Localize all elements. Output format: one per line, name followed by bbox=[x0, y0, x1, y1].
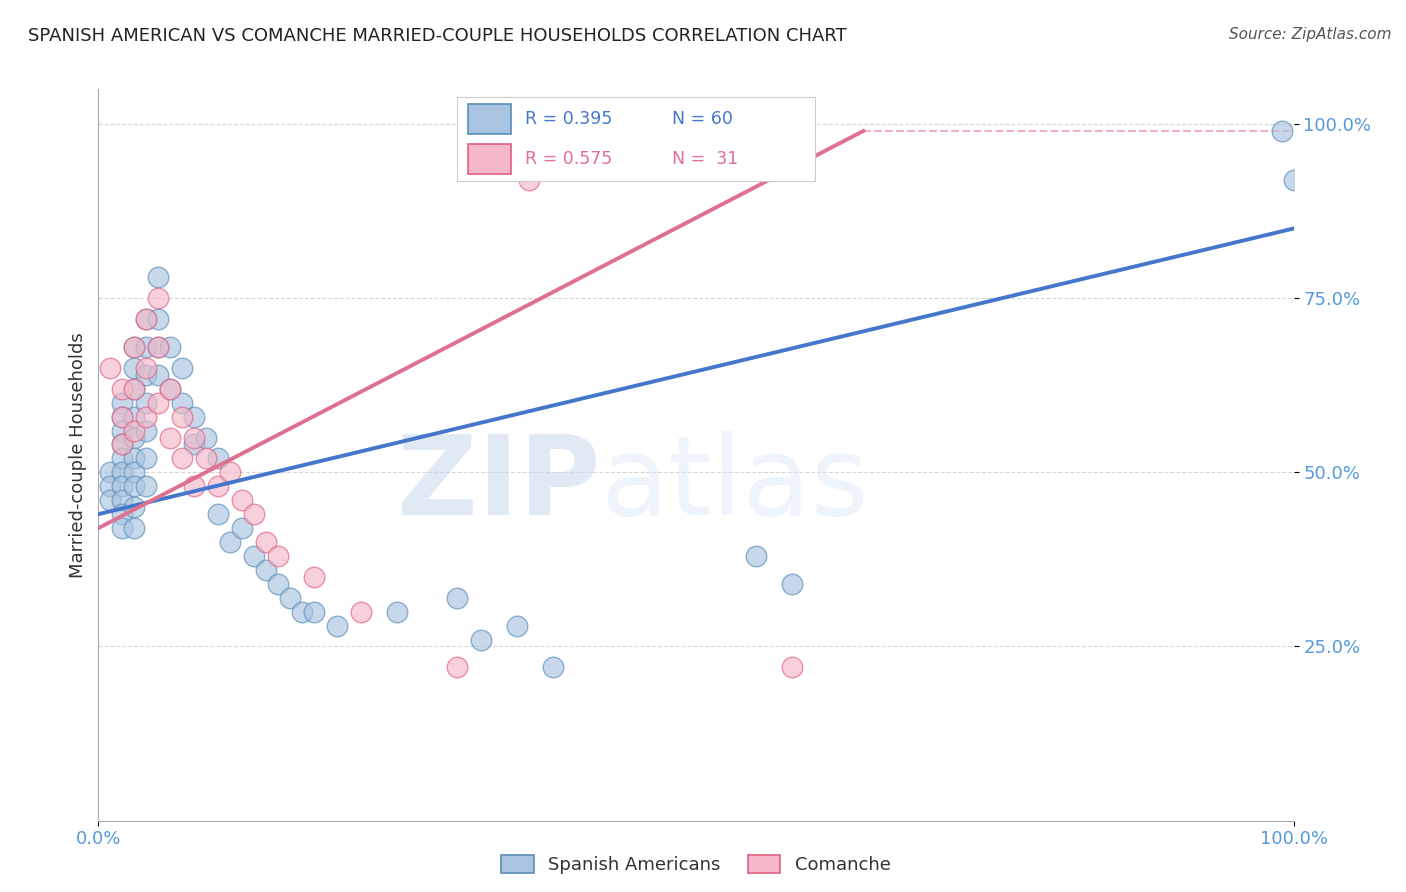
Point bbox=[124, 430, 146, 444]
Point bbox=[517, 173, 540, 187]
Point bbox=[124, 360, 146, 375]
Point bbox=[194, 430, 217, 444]
Point bbox=[159, 430, 181, 444]
Point bbox=[470, 632, 492, 647]
Point bbox=[183, 409, 205, 424]
Point bbox=[98, 493, 122, 508]
Point bbox=[302, 570, 325, 584]
Point bbox=[111, 507, 134, 521]
Point bbox=[148, 368, 170, 382]
Text: ZIP: ZIP bbox=[396, 431, 600, 538]
Point bbox=[254, 535, 277, 549]
Point bbox=[326, 618, 349, 632]
Point bbox=[506, 618, 529, 632]
Point bbox=[148, 340, 170, 354]
Point bbox=[267, 549, 290, 563]
Point bbox=[98, 466, 122, 480]
Point bbox=[231, 521, 253, 535]
Point bbox=[172, 360, 194, 375]
Point bbox=[111, 479, 134, 493]
Point bbox=[111, 521, 134, 535]
Point bbox=[231, 493, 253, 508]
Point bbox=[135, 424, 157, 438]
Point bbox=[159, 382, 181, 396]
Point bbox=[135, 360, 157, 375]
Point bbox=[219, 535, 242, 549]
Point bbox=[183, 437, 205, 451]
Point bbox=[350, 605, 373, 619]
Point bbox=[159, 340, 181, 354]
Point bbox=[124, 521, 146, 535]
Point bbox=[172, 395, 194, 409]
Point bbox=[148, 270, 170, 285]
Point bbox=[124, 382, 146, 396]
Point bbox=[207, 451, 229, 466]
Point bbox=[135, 340, 157, 354]
Point bbox=[172, 409, 194, 424]
Point bbox=[385, 605, 409, 619]
Point bbox=[446, 591, 468, 605]
Point bbox=[135, 395, 157, 409]
Point bbox=[290, 605, 312, 619]
Point bbox=[111, 451, 134, 466]
Point bbox=[541, 660, 564, 674]
Point bbox=[159, 382, 181, 396]
Point bbox=[124, 466, 146, 480]
Point bbox=[148, 340, 170, 354]
Point bbox=[207, 479, 229, 493]
Point bbox=[148, 395, 170, 409]
Text: Source: ZipAtlas.com: Source: ZipAtlas.com bbox=[1229, 27, 1392, 42]
Point bbox=[124, 340, 146, 354]
Point bbox=[111, 395, 134, 409]
Point bbox=[98, 479, 122, 493]
Point bbox=[111, 493, 134, 508]
Y-axis label: Married-couple Households: Married-couple Households bbox=[69, 332, 87, 578]
Point bbox=[219, 466, 242, 480]
Point bbox=[183, 479, 205, 493]
Point bbox=[124, 479, 146, 493]
Point bbox=[517, 128, 540, 142]
Point bbox=[135, 368, 157, 382]
Point bbox=[148, 312, 170, 326]
Point bbox=[135, 312, 157, 326]
Point bbox=[745, 549, 768, 563]
Point bbox=[1282, 173, 1305, 187]
Point bbox=[124, 500, 146, 515]
Point bbox=[243, 507, 266, 521]
Point bbox=[135, 312, 157, 326]
Point bbox=[124, 409, 146, 424]
Point bbox=[111, 466, 134, 480]
Point bbox=[267, 576, 290, 591]
Text: SPANISH AMERICAN VS COMANCHE MARRIED-COUPLE HOUSEHOLDS CORRELATION CHART: SPANISH AMERICAN VS COMANCHE MARRIED-COU… bbox=[28, 27, 846, 45]
Point bbox=[111, 382, 134, 396]
Point bbox=[111, 424, 134, 438]
Point bbox=[446, 660, 468, 674]
Text: atlas: atlas bbox=[600, 431, 869, 538]
Point bbox=[111, 409, 134, 424]
Point bbox=[98, 360, 122, 375]
Point bbox=[780, 660, 803, 674]
Point bbox=[111, 437, 134, 451]
Point bbox=[243, 549, 266, 563]
Point bbox=[124, 340, 146, 354]
Point bbox=[148, 291, 170, 305]
Point bbox=[780, 576, 803, 591]
Point bbox=[278, 591, 301, 605]
Point bbox=[194, 451, 217, 466]
Point bbox=[111, 437, 134, 451]
Point bbox=[135, 409, 157, 424]
Point bbox=[135, 479, 157, 493]
Point bbox=[124, 451, 146, 466]
Point bbox=[183, 430, 205, 444]
Point bbox=[124, 424, 146, 438]
Point bbox=[111, 409, 134, 424]
Point bbox=[254, 563, 277, 577]
Point bbox=[302, 605, 325, 619]
Point bbox=[172, 451, 194, 466]
Point bbox=[135, 451, 157, 466]
Point bbox=[207, 507, 229, 521]
Point bbox=[1271, 124, 1294, 138]
Point bbox=[124, 382, 146, 396]
Legend: Spanish Americans, Comanche: Spanish Americans, Comanche bbox=[494, 847, 898, 881]
